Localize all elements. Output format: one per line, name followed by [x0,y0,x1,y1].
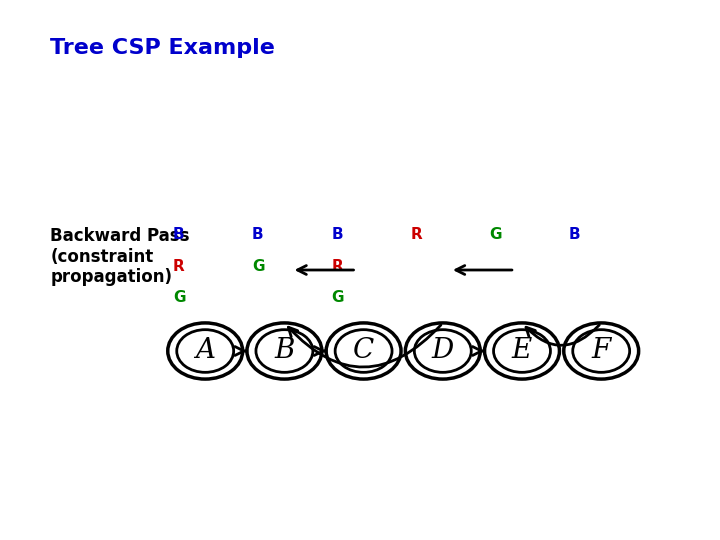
Text: E: E [512,338,532,364]
Text: A: A [195,338,215,364]
Text: R: R [410,227,422,242]
Text: G: G [252,259,264,274]
Text: B: B [331,227,343,242]
Text: R: R [331,259,343,274]
Text: B: B [274,338,294,364]
Text: F: F [592,338,611,364]
Text: D: D [432,338,454,364]
Text: G: G [331,290,343,305]
Text: Tree CSP Example: Tree CSP Example [50,38,275,58]
Text: B: B [569,227,580,242]
Text: R: R [173,259,184,274]
Text: C: C [353,338,374,364]
Text: B: B [252,227,264,242]
Text: Backward Pass
(constraint
propagation): Backward Pass (constraint propagation) [50,227,190,286]
Text: G: G [490,227,502,242]
Text: G: G [173,290,185,305]
Text: B: B [173,227,184,242]
